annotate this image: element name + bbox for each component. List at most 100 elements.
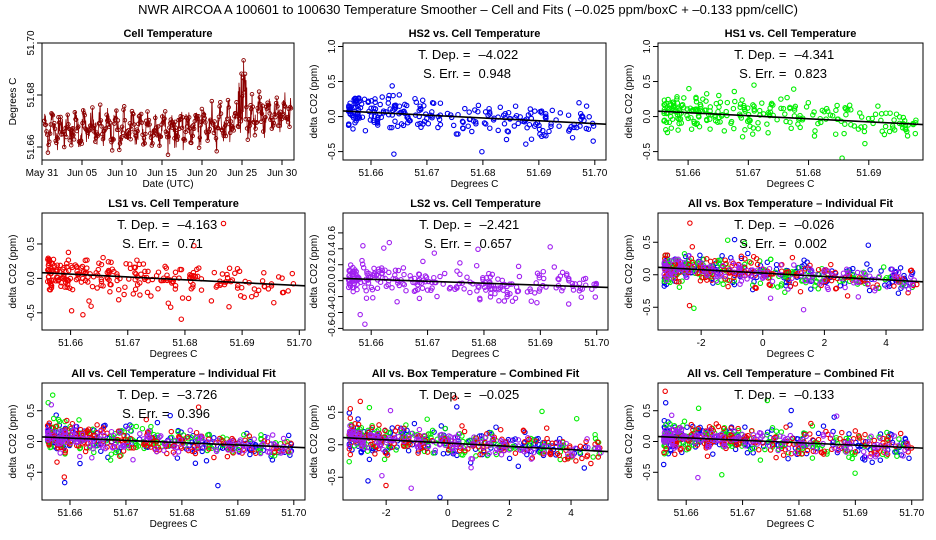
cell-temp-point bbox=[133, 133, 138, 138]
data-point-LS1 bbox=[115, 286, 122, 293]
x-axis-label: Degrees C bbox=[150, 519, 198, 530]
data-point-LS1 bbox=[134, 281, 141, 288]
data-point-HS1 bbox=[716, 104, 722, 110]
x-tick-label: 51.67 bbox=[736, 168, 761, 179]
data-point-LS1 bbox=[767, 282, 773, 289]
data-point-LS2 bbox=[861, 270, 868, 277]
annotation-label: T. Dep. = bbox=[418, 47, 470, 62]
data-point-LS2 bbox=[547, 244, 553, 250]
data-point-LS1 bbox=[86, 298, 92, 304]
cell-temp-point bbox=[145, 109, 150, 114]
data-point-LS2 bbox=[736, 265, 742, 271]
cell-temp-point bbox=[266, 102, 272, 108]
data-point-LS1 bbox=[595, 454, 602, 460]
data-point-LS1 bbox=[415, 450, 421, 456]
data-point-LS2 bbox=[357, 311, 363, 318]
y-tick-label: 51.66 bbox=[26, 134, 37, 159]
data-point-LS1 bbox=[61, 474, 68, 480]
cell-temp-point bbox=[235, 123, 241, 129]
data-point-LS1 bbox=[109, 266, 116, 272]
data-point-LS2 bbox=[425, 443, 432, 450]
data-point-HS1 bbox=[842, 121, 848, 127]
data-point-LS2 bbox=[467, 289, 473, 296]
data-point-LS2 bbox=[662, 427, 668, 433]
data-point-LS2 bbox=[495, 276, 501, 282]
cell-temp-point bbox=[279, 116, 284, 122]
data-point-LS2 bbox=[77, 453, 83, 460]
data-point-LS2 bbox=[117, 429, 123, 436]
data-point-LS1 bbox=[687, 220, 693, 226]
data-point-LS1 bbox=[230, 450, 236, 456]
data-point-LS1 bbox=[48, 285, 55, 291]
data-point-HS1 bbox=[833, 107, 839, 114]
plot-frame bbox=[342, 42, 607, 161]
y-tick-label: 0.0 bbox=[327, 437, 338, 451]
data-point-LS2 bbox=[359, 439, 365, 445]
data-point-LS1 bbox=[795, 446, 802, 452]
data-point-HS2 bbox=[895, 290, 902, 296]
cell-temp-point bbox=[191, 126, 197, 132]
data-point-LS2 bbox=[883, 450, 890, 456]
data-point-LS1 bbox=[121, 291, 127, 298]
data-point-LS1 bbox=[799, 450, 806, 457]
data-point-HS2 bbox=[585, 126, 592, 132]
data-point-LS2 bbox=[690, 263, 697, 269]
data-point-LS1 bbox=[53, 423, 60, 429]
data-point-LS2 bbox=[401, 271, 407, 278]
data-point-LS1 bbox=[452, 395, 458, 401]
data-point-LS2 bbox=[904, 439, 911, 446]
data-point-LS1 bbox=[48, 282, 54, 288]
cell-temp-point bbox=[114, 127, 120, 133]
data-point-HS1 bbox=[169, 434, 175, 441]
data-point-LS2 bbox=[353, 271, 359, 278]
data-point-HS2 bbox=[53, 412, 59, 418]
data-point-LS1 bbox=[193, 429, 200, 436]
data-point-LS1 bbox=[347, 415, 354, 421]
data-point-HS1 bbox=[715, 260, 722, 266]
data-point-LS2 bbox=[473, 262, 480, 269]
cell-temp-point bbox=[192, 118, 198, 124]
data-point-LS2 bbox=[758, 430, 764, 437]
data-point-LS2 bbox=[456, 280, 463, 287]
cell-temp-point bbox=[202, 115, 207, 121]
data-point-HS2 bbox=[345, 122, 352, 129]
data-point-LS2 bbox=[697, 437, 704, 443]
data-point-LS1 bbox=[780, 452, 787, 458]
data-point-HS1 bbox=[741, 102, 747, 109]
cell-temp-point bbox=[45, 150, 51, 155]
annotation-label: T. Dep. = bbox=[117, 217, 169, 232]
data-point-HS2 bbox=[361, 96, 368, 103]
panel-title: LS1 vs. Cell Temperature bbox=[108, 198, 239, 210]
data-point-LS1 bbox=[100, 425, 107, 431]
annotation-value: 0.002 bbox=[795, 236, 828, 251]
data-point-LS2 bbox=[813, 448, 819, 455]
data-point-HS1 bbox=[782, 289, 788, 296]
data-point-HS1 bbox=[843, 106, 849, 112]
cell-temp-point bbox=[92, 123, 97, 129]
cell-temp-point bbox=[66, 122, 71, 127]
data-point-LS2 bbox=[279, 449, 286, 455]
data-point-HS2 bbox=[760, 443, 767, 450]
data-point-HS2 bbox=[668, 448, 674, 454]
data-point-HS1 bbox=[832, 131, 839, 137]
data-point-LS2 bbox=[891, 273, 898, 279]
data-point-LS1 bbox=[782, 447, 789, 453]
data-point-LS2 bbox=[348, 430, 355, 437]
data-point-LS1 bbox=[134, 257, 140, 263]
data-point-HS1 bbox=[383, 428, 390, 435]
data-point-LS2 bbox=[199, 435, 206, 442]
data-point-LS2 bbox=[173, 444, 180, 451]
data-point-HS1 bbox=[442, 425, 448, 432]
data-point-LS2 bbox=[708, 434, 715, 441]
data-point-HS1 bbox=[460, 452, 466, 458]
data-point-HS2 bbox=[526, 121, 533, 128]
data-point-HS2 bbox=[416, 107, 422, 114]
cell-temp-point bbox=[186, 115, 192, 120]
panel-title: All vs. Cell Temperature – Combined Fit bbox=[687, 368, 894, 380]
data-point-LS1 bbox=[185, 295, 192, 302]
data-point-LS2 bbox=[381, 245, 387, 251]
y-tick-label: 0.5 bbox=[327, 405, 338, 419]
data-point-LS2 bbox=[708, 263, 714, 269]
cell-temp-point bbox=[189, 140, 194, 146]
data-point-HS1 bbox=[905, 122, 911, 128]
